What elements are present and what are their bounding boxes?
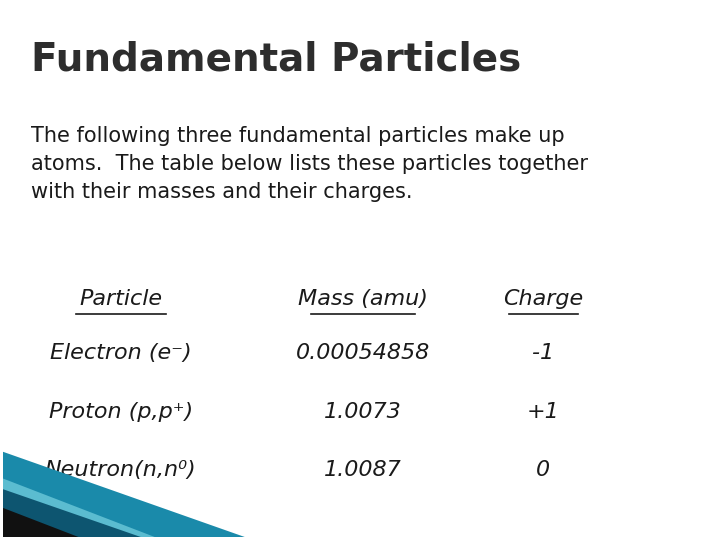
Text: Particle: Particle [79, 289, 162, 309]
Text: Fundamental Particles: Fundamental Particles [30, 40, 521, 78]
Polygon shape [3, 489, 141, 537]
Text: 1.0073: 1.0073 [324, 402, 402, 422]
Text: 0: 0 [536, 461, 551, 481]
Text: Neutron(n,n⁰): Neutron(n,n⁰) [45, 461, 197, 481]
Text: Proton (p,p⁺): Proton (p,p⁺) [48, 402, 193, 422]
Text: +1: +1 [527, 402, 559, 422]
Polygon shape [3, 508, 79, 537]
Polygon shape [3, 452, 246, 537]
Text: -1: -1 [532, 343, 554, 363]
Text: Electron (e⁻): Electron (e⁻) [50, 343, 192, 363]
Polygon shape [3, 478, 156, 537]
Text: The following three fundamental particles make up
atoms.  The table below lists : The following three fundamental particle… [30, 126, 588, 202]
Text: 0.00054858: 0.00054858 [296, 343, 431, 363]
Text: Mass (amu): Mass (amu) [298, 289, 428, 309]
Text: 1.0087: 1.0087 [324, 461, 402, 481]
Text: Charge: Charge [503, 289, 583, 309]
